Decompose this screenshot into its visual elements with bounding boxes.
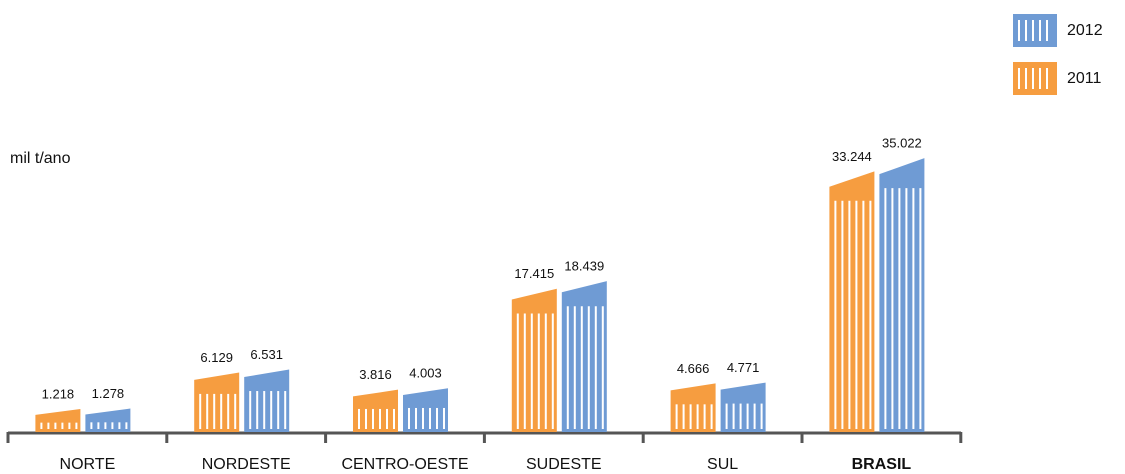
legend-swatch xyxy=(1013,62,1057,95)
value-label: 1.218 xyxy=(42,386,75,401)
x-tick-label: SUDESTE xyxy=(526,456,602,473)
value-label: 3.816 xyxy=(359,367,392,382)
legend-label: 2011 xyxy=(1067,70,1102,87)
x-tick-label: NORDESTE xyxy=(202,456,291,473)
value-label: 4.003 xyxy=(409,366,442,381)
x-tick-label: CENTRO-OESTE xyxy=(341,456,468,473)
x-tick-label: BRASIL xyxy=(852,456,912,473)
legend-swatch xyxy=(1013,14,1057,47)
x-tick-label: SUL xyxy=(707,456,738,473)
x-tick-label: NORTE xyxy=(60,456,116,473)
value-label: 6.129 xyxy=(200,350,233,365)
value-label: 35.022 xyxy=(882,136,922,151)
value-label: 4.771 xyxy=(727,360,760,375)
value-label: 18.439 xyxy=(564,259,604,274)
value-label: 4.666 xyxy=(677,361,710,376)
y-axis-label: mil t/ano xyxy=(10,150,71,167)
legend-label: 2012 xyxy=(1067,22,1103,39)
value-label: 6.531 xyxy=(250,347,283,362)
value-label: 33.244 xyxy=(832,149,872,164)
value-label: 17.415 xyxy=(514,266,554,281)
value-label: 1.278 xyxy=(92,386,125,401)
